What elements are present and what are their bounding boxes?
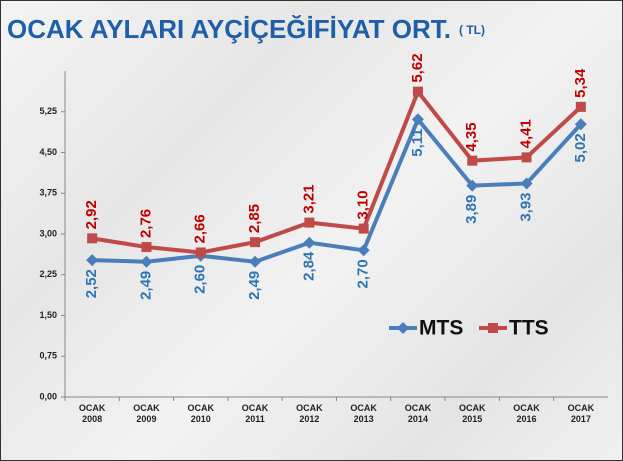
y-tick-label: 1,50 [39, 310, 57, 320]
marker [520, 177, 533, 190]
x-tick-label: OCAK 2013 [350, 403, 377, 424]
y-tick-label: 4,50 [39, 147, 57, 157]
x-tick-label: OCAK 2014 [404, 403, 432, 424]
title: OCAK AYLARI AYÇİÇEĞİFİYAT ORT. [7, 14, 451, 44]
x-tick-label: OCAK 2008 [78, 403, 106, 424]
marker [574, 118, 587, 131]
y-tick-label: 0,75 [39, 351, 57, 361]
data-label: 2,76 [137, 209, 154, 238]
x-tick-label: OCAK 2016 [513, 403, 540, 424]
series-line [92, 115, 583, 264]
data-label: 2,52 [83, 269, 100, 298]
marker [358, 223, 369, 234]
marker [304, 217, 315, 228]
data-label: 4,35 [463, 122, 480, 151]
marker [466, 179, 479, 192]
marker [249, 255, 262, 268]
marker [467, 155, 478, 166]
data-label: 2,85 [246, 204, 263, 233]
marker [195, 247, 206, 258]
data-label: 2,66 [192, 214, 209, 243]
data-label: 5,11 [409, 128, 426, 156]
y-tick-label: 3,00 [39, 228, 57, 238]
y-tick-label: 3,75 [39, 188, 57, 198]
marker [141, 242, 152, 253]
marker [250, 237, 261, 248]
series-line [91, 87, 583, 255]
data-label: 5,62 [409, 53, 426, 82]
y-tick-label: 0,00 [39, 391, 57, 401]
y-tick-label: 2,25 [39, 269, 57, 279]
data-label: 2,92 [83, 200, 100, 229]
marker [575, 101, 586, 112]
data-label: 5,34 [572, 68, 589, 98]
data-label: 2,70 [355, 259, 372, 288]
data-label: 3,93 [518, 192, 535, 221]
x-tick-label: OCAK 2015 [459, 403, 486, 424]
data-label: 2,84 [300, 251, 317, 281]
x-tick-label: OCAK 2009 [133, 403, 160, 424]
marker [357, 244, 370, 257]
legend-label: MTS [419, 317, 463, 340]
chart-title: OCAK AYLARI AYÇİÇEĞİFİYAT ORT. ( TL) [7, 14, 485, 44]
y-tick-label: 5,25 [39, 106, 57, 116]
marker [140, 255, 153, 268]
marker [86, 254, 99, 267]
marker [87, 233, 98, 244]
data-label: 2,49 [137, 271, 154, 300]
legend-marker [397, 322, 409, 334]
x-tick-label: OCAK 2017 [567, 403, 595, 424]
marker [412, 86, 423, 97]
legend-label: TTS [509, 317, 549, 340]
x-tick-label: OCAK 2012 [296, 403, 323, 424]
marker [521, 152, 532, 163]
data-label: 2,49 [246, 271, 263, 300]
data-label: 3,89 [463, 195, 480, 224]
title-unit: ( TL) [459, 23, 485, 37]
marker [303, 236, 316, 249]
data-label: 2,60 [192, 265, 209, 294]
x-tick-label: OCAK 2011 [241, 403, 269, 424]
marker [411, 113, 424, 126]
legend-marker [488, 323, 498, 333]
x-tick-label: OCAK 2010 [187, 403, 215, 424]
data-label: 4,41 [518, 119, 535, 148]
data-label: 3,10 [355, 190, 372, 219]
data-label: 3,21 [300, 184, 317, 213]
data-label: 5,02 [572, 133, 589, 162]
